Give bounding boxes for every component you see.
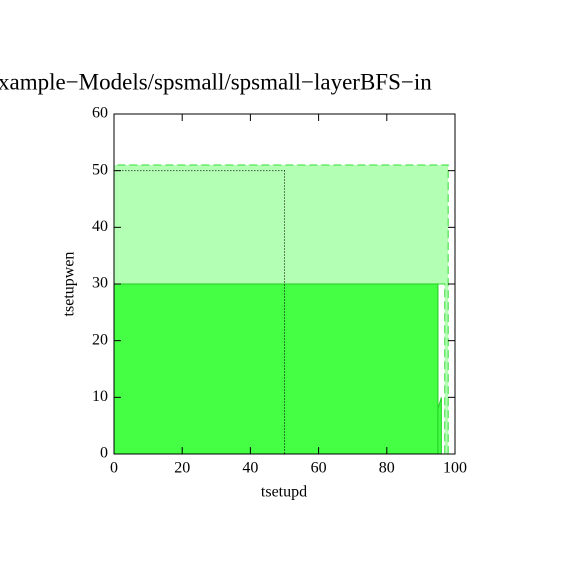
x-tick-label: 20	[174, 460, 190, 477]
y-tick-label: 50	[92, 161, 108, 178]
y-tick-label: 20	[92, 331, 108, 348]
x-tick-label: 100	[443, 460, 467, 477]
y-tick-label: 30	[92, 275, 108, 292]
x-tick-label: 40	[242, 460, 258, 477]
x-tick-label: 0	[110, 460, 118, 477]
region	[113, 170, 285, 455]
chart-title: xample−Models/spsmall/spsmall−layerBFS−i…	[0, 69, 432, 94]
region	[437, 397, 442, 455]
x-axis-label: tsetupd	[261, 484, 307, 501]
y-tick-label: 40	[92, 218, 108, 235]
x-tick-label: 60	[311, 460, 327, 477]
y-tick-label: 10	[92, 388, 108, 405]
region	[113, 283, 439, 455]
x-tick-label: 80	[379, 460, 395, 477]
y-axis-label: tsetupwen	[61, 252, 78, 317]
y-tick-label: 0	[100, 445, 108, 462]
y-tick-label: 60	[92, 105, 108, 122]
